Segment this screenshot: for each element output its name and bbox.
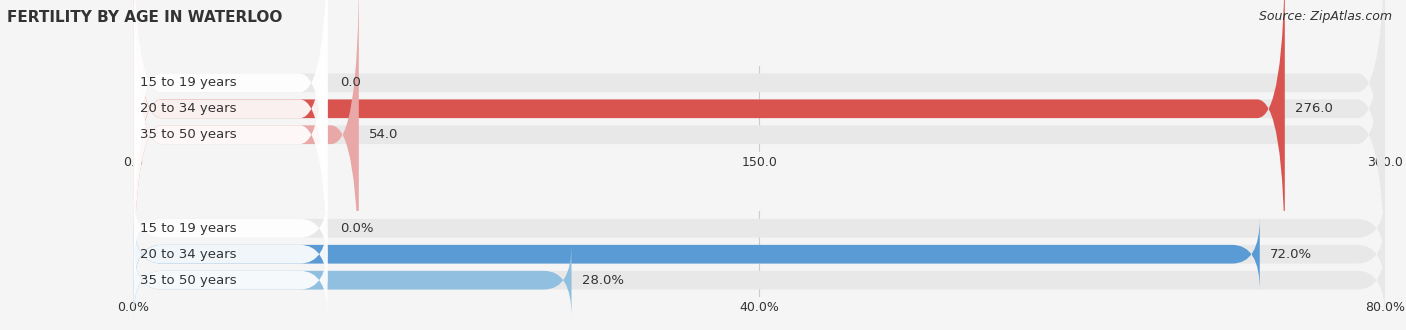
Text: 35 to 50 years: 35 to 50 years bbox=[139, 274, 236, 287]
FancyBboxPatch shape bbox=[134, 244, 571, 316]
FancyBboxPatch shape bbox=[134, 0, 328, 245]
Text: Source: ZipAtlas.com: Source: ZipAtlas.com bbox=[1258, 10, 1392, 23]
FancyBboxPatch shape bbox=[134, 244, 1385, 316]
FancyBboxPatch shape bbox=[134, 0, 328, 271]
Text: 0.0%: 0.0% bbox=[340, 222, 374, 235]
Text: 35 to 50 years: 35 to 50 years bbox=[139, 128, 236, 141]
Text: 20 to 34 years: 20 to 34 years bbox=[139, 248, 236, 261]
FancyBboxPatch shape bbox=[134, 0, 1285, 271]
FancyBboxPatch shape bbox=[134, 218, 328, 290]
FancyBboxPatch shape bbox=[134, 244, 328, 316]
Text: 15 to 19 years: 15 to 19 years bbox=[139, 76, 236, 89]
Text: 72.0%: 72.0% bbox=[1270, 248, 1312, 261]
Text: 20 to 34 years: 20 to 34 years bbox=[139, 102, 236, 115]
Text: 54.0: 54.0 bbox=[368, 128, 398, 141]
Text: 28.0%: 28.0% bbox=[582, 274, 623, 287]
FancyBboxPatch shape bbox=[134, 218, 1385, 290]
FancyBboxPatch shape bbox=[134, 192, 1385, 265]
FancyBboxPatch shape bbox=[134, 218, 1260, 290]
FancyBboxPatch shape bbox=[134, 0, 1385, 245]
Text: 0.0: 0.0 bbox=[340, 76, 361, 89]
Text: 15 to 19 years: 15 to 19 years bbox=[139, 222, 236, 235]
Text: 276.0: 276.0 bbox=[1295, 102, 1333, 115]
FancyBboxPatch shape bbox=[134, 0, 1385, 271]
FancyBboxPatch shape bbox=[134, 0, 328, 297]
FancyBboxPatch shape bbox=[134, 0, 359, 297]
Text: FERTILITY BY AGE IN WATERLOO: FERTILITY BY AGE IN WATERLOO bbox=[7, 10, 283, 25]
FancyBboxPatch shape bbox=[134, 0, 1385, 297]
FancyBboxPatch shape bbox=[134, 192, 328, 265]
